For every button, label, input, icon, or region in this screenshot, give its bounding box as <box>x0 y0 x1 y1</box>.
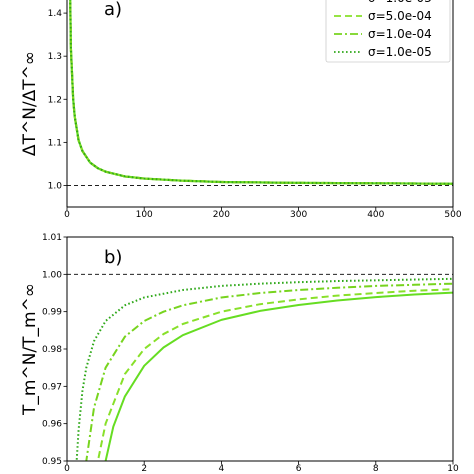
series-line-dashdot <box>85 282 453 461</box>
y-tick-label: 1.01 <box>42 233 62 243</box>
series-group <box>75 277 453 461</box>
x-tick-label: 500 <box>444 210 461 220</box>
legend: σ=1.0e-03 σ=5.0e-04 σ=1.0e-04 σ=1.0e-05 <box>325 0 451 63</box>
series-line-solid <box>104 291 453 461</box>
y-tick-label: 1.1 <box>48 138 62 148</box>
y-tick-label: 1.0 <box>48 181 63 191</box>
y-tick-label: 1.00 <box>42 270 62 280</box>
chart-panel-a: 0 100 200 300 400 500 1.0 1.1 1.2 1.3 1.4 ΔT^N/ΔT^∞… <box>20 0 462 220</box>
legend-label: σ=1.0e-05 <box>368 45 432 59</box>
x-tick-label: 10 <box>447 464 459 474</box>
y-tick-label: 1.4 <box>48 9 63 19</box>
series-group <box>69 0 453 185</box>
y-axis-label: T_m^N/T_m^∞ <box>20 283 40 416</box>
y-tick-label: 0.96 <box>42 420 62 430</box>
x-tick-label: 0 <box>64 464 70 474</box>
y-tick-label: 1.3 <box>48 52 62 62</box>
legend-label: σ=1.0e-04 <box>368 27 432 41</box>
legend-label: σ=1.0e-03 <box>368 0 432 5</box>
x-tick-label: 100 <box>136 210 153 220</box>
panel-label: a) <box>104 0 122 20</box>
series-line-dotted <box>69 0 453 185</box>
y-tick-label: 1.2 <box>48 95 62 105</box>
y-tick-label: 0.98 <box>42 345 62 355</box>
y-tick-label: 0.97 <box>42 382 62 392</box>
legend-label: σ=5.0e-04 <box>368 9 432 23</box>
x-tick-label: 300 <box>290 210 307 220</box>
x-tick-label: 4 <box>219 464 225 474</box>
y-tick-label: 0.95 <box>42 457 62 467</box>
x-tick-label: 0 <box>64 210 70 220</box>
y-axis-label: ΔT^N/ΔT^∞ <box>20 51 40 156</box>
chart-panel-b: 0 2 4 6 8 10 0.95 0.96 0.97 0.98 0.99 1.00 1.01 T_m^N… <box>20 233 459 474</box>
series-line-dashed <box>96 288 453 461</box>
series-line-dotted <box>75 277 453 461</box>
y-tick-label: 0.99 <box>42 308 62 318</box>
x-tick-label: 6 <box>296 464 302 474</box>
x-tick-label: 400 <box>367 210 384 220</box>
panel-label: b) <box>104 247 122 268</box>
x-tick-label: 8 <box>373 464 379 474</box>
x-tick-label: 200 <box>213 210 230 220</box>
x-tick-label: 2 <box>141 464 147 474</box>
